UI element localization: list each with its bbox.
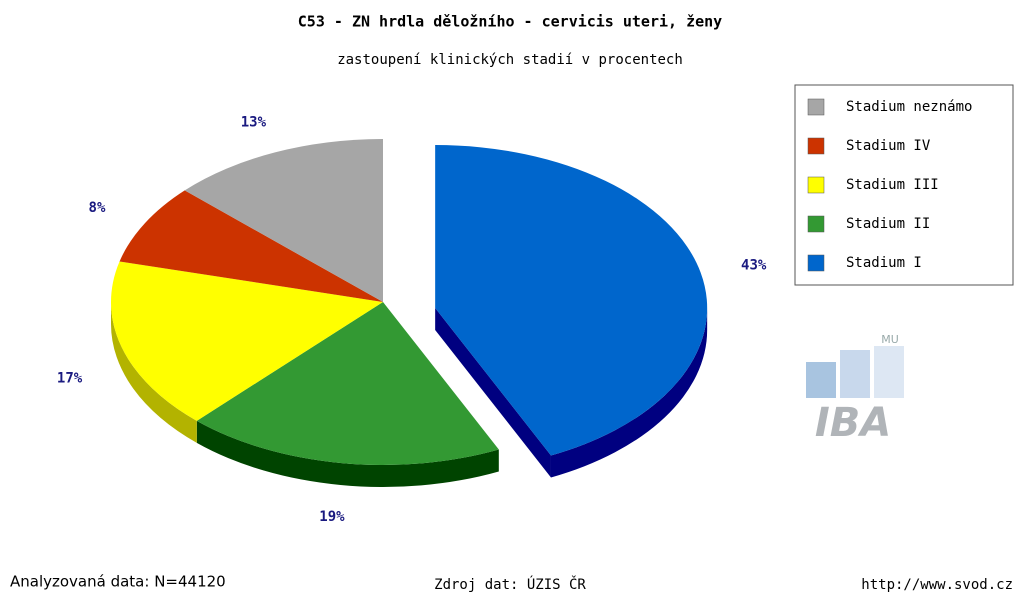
chart-subtitle: zastoupení klinických stadií v procentec… (337, 52, 683, 68)
legend-label: Stadium III (846, 177, 939, 193)
footer-center: Zdroj dat: ÚZIS ČR (434, 575, 586, 593)
slice (196, 302, 499, 465)
legend-swatch (807, 137, 825, 155)
slice (184, 139, 383, 302)
legend-swatch (807, 254, 825, 272)
footer-left: Analyzovaná data: N=44120 (10, 573, 226, 591)
legend-label: Stadium I (846, 255, 922, 271)
slice (110, 261, 383, 421)
legend-label: Stadium neznámo (846, 99, 972, 115)
slice-side (196, 420, 499, 487)
slice (119, 190, 383, 302)
legend-swatch (807, 98, 825, 116)
data-label: 13% (241, 114, 267, 130)
legend-label: Stadium IV (846, 138, 931, 154)
legend-swatch (807, 176, 825, 194)
logo: MU IBA (806, 333, 904, 446)
data-label: 19% (319, 509, 345, 525)
data-label: 8% (89, 200, 106, 216)
slice (435, 145, 708, 456)
data-label: 43% (741, 257, 767, 273)
logo-bar (874, 346, 904, 398)
slice-side (111, 302, 197, 443)
slice-face (435, 308, 551, 478)
data-label: 17% (57, 371, 83, 387)
slice-side (550, 308, 708, 478)
chart-title: C53 - ZN hrdla děložního - cervicis uter… (298, 13, 722, 31)
logo-iba: IBA (815, 400, 891, 446)
footer-right: http://www.svod.cz (861, 577, 1013, 593)
legend-swatch (807, 215, 825, 233)
logo-mu: MU (881, 333, 899, 346)
logo-bar (806, 362, 836, 398)
legend-label: Stadium II (846, 216, 930, 232)
logo-bar (840, 350, 870, 398)
legend-box (794, 84, 1014, 286)
